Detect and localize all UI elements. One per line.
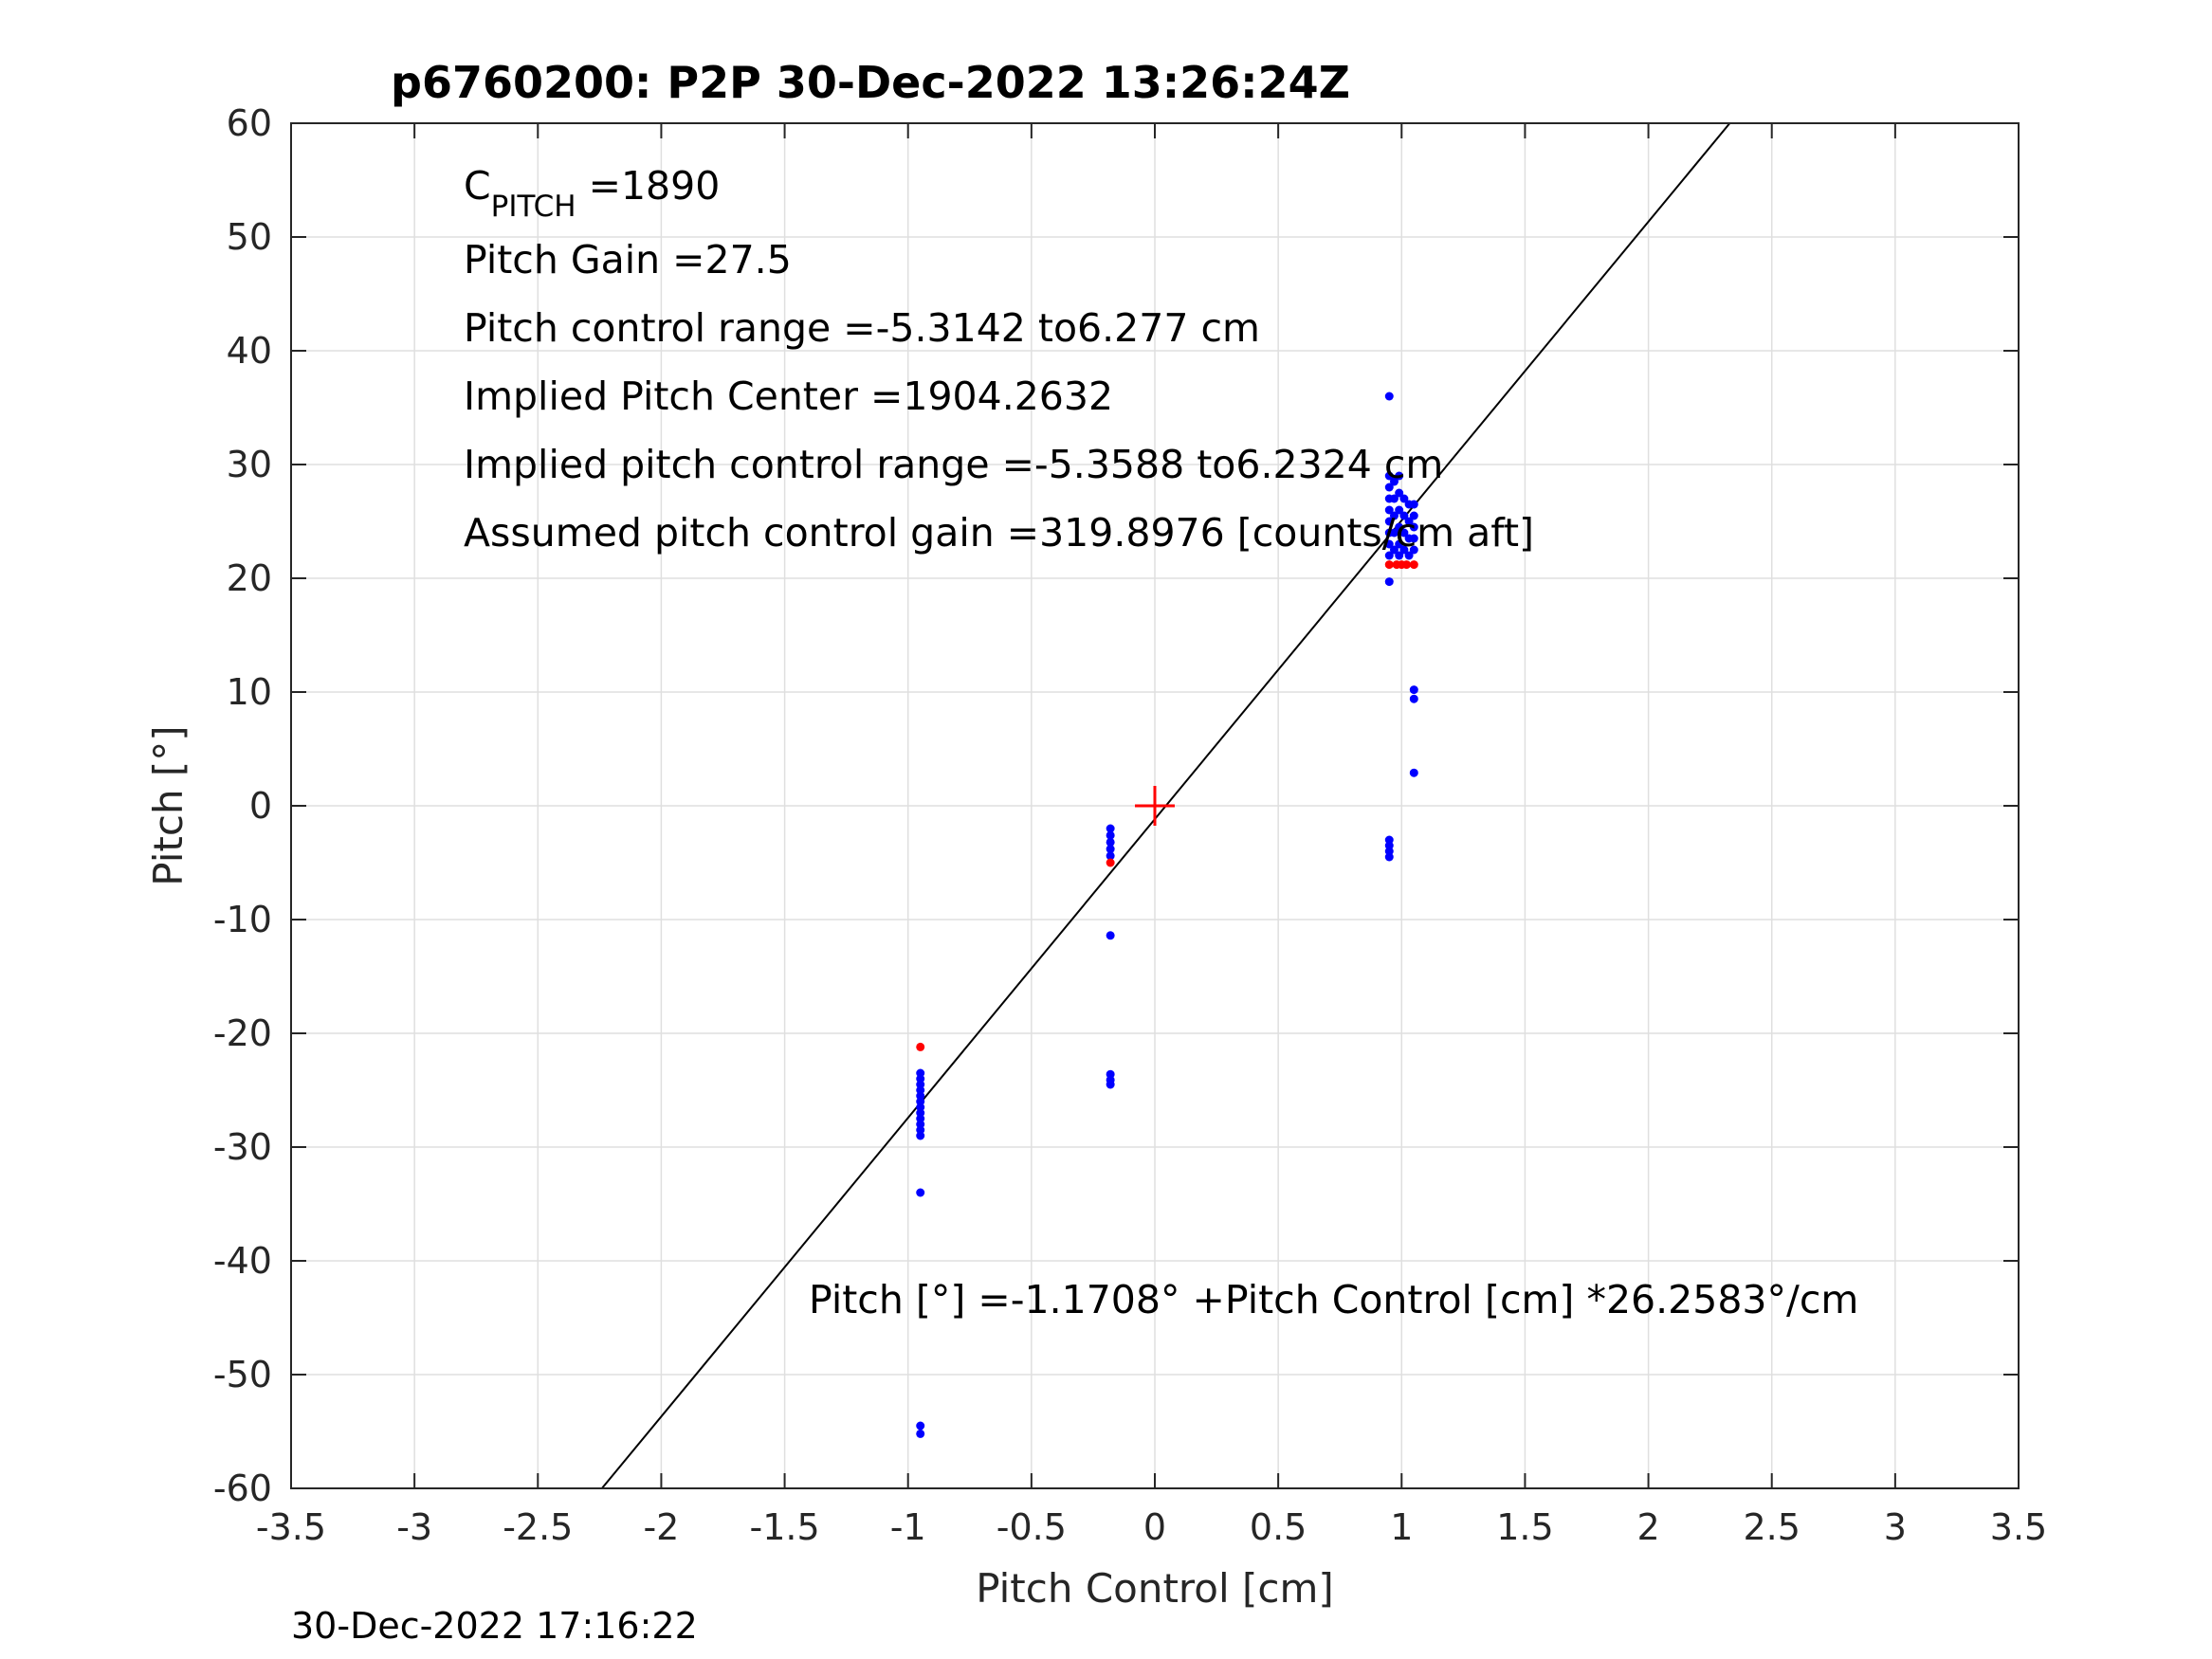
data-point xyxy=(1384,539,1394,549)
data-point xyxy=(1389,528,1398,538)
y-tick-label: -40 xyxy=(213,1240,272,1282)
data-point xyxy=(1395,522,1404,532)
data-point xyxy=(1404,551,1414,560)
data-point xyxy=(1395,551,1404,560)
data-point xyxy=(1409,560,1418,570)
data-point xyxy=(1384,505,1394,515)
data-point xyxy=(1409,511,1418,520)
data-point xyxy=(1389,511,1398,520)
data-point xyxy=(1401,560,1411,570)
data-point xyxy=(916,1131,925,1140)
chart-title: p6760200: P2P 30-Dec-2022 13:26:24Z xyxy=(391,57,1350,108)
x-tick-label: -3.5 xyxy=(256,1506,326,1548)
x-tick-label: -1 xyxy=(890,1506,926,1548)
data-point xyxy=(1395,505,1404,515)
y-tick-label: 50 xyxy=(227,216,272,258)
x-tick-labels: -3.5 -3 -2.5 -2 -1.5 -1 -0.5 0 0.5 1 1.5 2 2.5 3 3.5 xyxy=(256,1506,2047,1548)
x-tick-label: 3 xyxy=(1884,1506,1907,1548)
data-point xyxy=(1404,517,1414,526)
data-point xyxy=(1384,852,1394,862)
data-point xyxy=(1399,494,1409,503)
y-tick-label: 60 xyxy=(227,102,272,144)
data-point xyxy=(1384,471,1394,481)
x-tick-label: 2.5 xyxy=(1743,1506,1800,1548)
x-tick-label: 2 xyxy=(1636,1506,1659,1548)
annotation-cpitch: CPITCH =1890 xyxy=(464,163,720,224)
x-tick-label: -2 xyxy=(643,1506,679,1548)
y-tick-label: -30 xyxy=(213,1126,272,1168)
data-points xyxy=(916,392,1418,1438)
data-point xyxy=(1389,545,1398,555)
x-tick-label: 0.5 xyxy=(1250,1506,1307,1548)
y-tick-label: -20 xyxy=(213,1012,272,1054)
data-point xyxy=(1409,522,1418,532)
data-point xyxy=(1409,500,1418,509)
y-tick-label: 0 xyxy=(249,785,272,827)
data-point xyxy=(1399,511,1409,520)
center-marker-layer xyxy=(1135,786,1175,826)
y-axis-label: Pitch [°] xyxy=(145,725,192,885)
annotation-implied-center: Implied Pitch Center =1904.2632 xyxy=(464,374,1113,419)
data-point xyxy=(1389,477,1398,486)
x-tick-label: 1 xyxy=(1390,1506,1413,1548)
data-point xyxy=(1395,471,1404,481)
annotations: CPITCH =1890 Pitch Gain =27.5 Pitch cont… xyxy=(464,163,1858,1322)
x-tick-label: -0.5 xyxy=(996,1506,1067,1548)
y-tick-labels: -60 -50 -40 -30 -20 -10 0 10 20 30 40 50 60 xyxy=(213,102,272,1509)
annotation-assumed-gain: Assumed pitch control gain =319.8976 [co… xyxy=(464,510,1534,556)
y-tick-label: 20 xyxy=(227,557,272,599)
y-tick-label: -60 xyxy=(213,1468,272,1509)
data-point xyxy=(1106,858,1115,867)
annotation-fit-equation: Pitch [°] =-1.1708° +Pitch Control [cm] … xyxy=(809,1277,1858,1322)
y-tick-label: -50 xyxy=(213,1354,272,1395)
data-point xyxy=(1106,837,1115,847)
annotation-pitch-gain: Pitch Gain =27.5 xyxy=(464,237,792,283)
data-point xyxy=(916,1188,925,1197)
data-point xyxy=(1384,560,1394,570)
tick-marks xyxy=(290,122,2020,1489)
y-tick-label: 30 xyxy=(227,444,272,485)
data-point xyxy=(1399,528,1409,538)
data-point xyxy=(1384,517,1394,526)
timestamp-label: 30-Dec-2022 17:16:22 xyxy=(291,1605,698,1647)
annotation-cpitch-value: =1890 xyxy=(576,163,721,209)
data-point xyxy=(1106,845,1115,854)
annotation-cpitch-subscript: PITCH xyxy=(491,190,576,224)
y-tick-label: 10 xyxy=(227,671,272,713)
annotation-implied-range: Implied pitch control range =-5.3588 to6… xyxy=(464,442,1443,487)
annotation-control-range: Pitch control range =-5.3142 to6.277 cm xyxy=(464,305,1260,351)
data-point xyxy=(1106,1080,1115,1089)
data-point xyxy=(1409,545,1418,555)
x-tick-label: -2.5 xyxy=(503,1506,573,1548)
data-point xyxy=(916,1421,925,1431)
annotation-cpitch-prefix: C xyxy=(464,163,491,209)
data-point xyxy=(1399,545,1409,555)
data-point xyxy=(1395,539,1404,549)
data-point xyxy=(1384,483,1394,492)
data-point xyxy=(1384,551,1394,560)
x-tick-label: -1.5 xyxy=(749,1506,819,1548)
data-point xyxy=(1106,830,1115,840)
data-point xyxy=(1106,824,1115,833)
y-tick-label: 40 xyxy=(227,330,272,372)
x-tick-label: -3 xyxy=(396,1506,432,1548)
x-tick-label: 0 xyxy=(1143,1506,1166,1548)
x-tick-label: 3.5 xyxy=(1990,1506,2047,1548)
data-point xyxy=(1409,694,1418,703)
data-point xyxy=(1389,494,1398,503)
data-point xyxy=(1409,534,1418,543)
data-point xyxy=(1384,577,1394,587)
data-point xyxy=(1106,851,1115,861)
x-tick-label: 1.5 xyxy=(1496,1506,1553,1548)
data-point xyxy=(1409,685,1418,695)
data-point xyxy=(1395,488,1404,498)
data-point xyxy=(1106,931,1115,940)
data-point xyxy=(916,1042,925,1051)
x-axis-label: Pitch Control [cm] xyxy=(976,1565,1334,1612)
data-point xyxy=(1384,392,1394,401)
data-point xyxy=(1409,768,1418,777)
y-tick-label: -10 xyxy=(213,899,272,940)
data-point xyxy=(916,1429,925,1438)
